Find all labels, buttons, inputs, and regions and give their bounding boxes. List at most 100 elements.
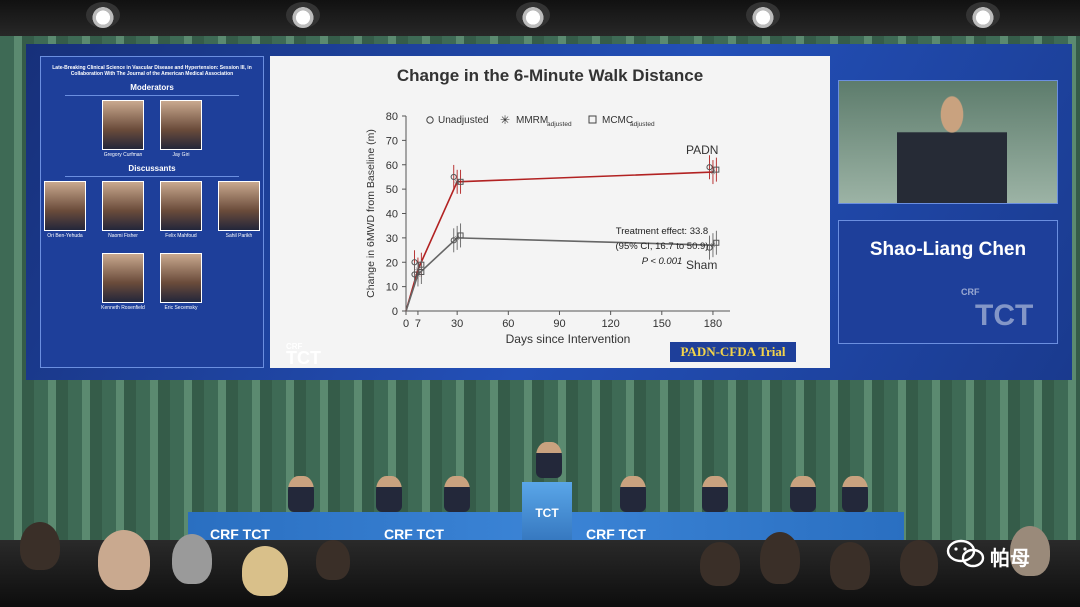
audience-head [700, 542, 740, 586]
person-name: Naomi Fisher [108, 233, 138, 239]
legend-subscript: adjusted [630, 121, 655, 128]
series-label-sham: Sham [686, 258, 717, 272]
y-tick-label: 40 [386, 209, 398, 221]
stage-banner-label: CRF TCT [586, 526, 646, 542]
data-point [713, 166, 720, 173]
y-tick-label: 10 [386, 282, 398, 294]
audience-head [1010, 526, 1050, 576]
series-label-padn: PADN [686, 143, 718, 157]
x-tick-label: 0 [403, 318, 409, 330]
audience [0, 522, 1080, 607]
x-axis-label: Days since Intervention [506, 332, 631, 346]
legend-subscript: adjusted [547, 121, 572, 128]
session-panel: Late-Breaking Clinical Science in Vascul… [40, 56, 264, 368]
data-point [450, 237, 457, 244]
x-tick-label: 150 [653, 318, 671, 330]
x-tick-label: 180 [704, 318, 722, 330]
data-point: ✳ [415, 270, 422, 279]
data-point [457, 178, 464, 185]
tct-logo: TCT [975, 299, 1034, 332]
panelist [790, 476, 816, 512]
portrait [102, 100, 144, 150]
crf-logo-small: CRF [961, 287, 980, 297]
legend-mcmc: MCMC [602, 115, 633, 126]
x-tick-label: 120 [601, 318, 619, 330]
discussant: Naomi Fisher [101, 181, 145, 239]
spotlight [86, 2, 120, 28]
portrait [44, 181, 86, 231]
y-axis-label: Change in 6MWD from Baseline (m) [365, 129, 377, 298]
x-tick-label: 7 [415, 318, 421, 330]
portrait [160, 253, 202, 303]
discussant: Kenneth Rosenfield [101, 253, 145, 311]
y-tick-label: 50 [386, 184, 398, 196]
legend-marker-mcmc [588, 115, 597, 124]
divider [65, 176, 239, 177]
panelist [288, 476, 314, 512]
watermark-text: 帕母 [990, 548, 1030, 570]
discussant: Felix Mahfoud [159, 181, 203, 239]
panelist [702, 476, 728, 512]
x-tick-label: 60 [502, 318, 514, 330]
person-name: Eric Secemsky [164, 305, 198, 311]
moderators-list: Gregory Curfman Jay Giri [41, 100, 263, 158]
audience-head [98, 530, 150, 590]
audience-head [830, 542, 870, 590]
person-name: Ori Ben-Yehuda [47, 233, 83, 239]
x-tick-label: 90 [553, 318, 565, 330]
data-point: ✳ [454, 178, 461, 187]
x-tick-label: 30 [451, 318, 463, 330]
treatment-effect-annotation: P < 0.001 [642, 256, 683, 267]
speaker-name: Shao-Liang Chen [869, 239, 1027, 260]
series-line-sham [405, 237, 713, 312]
speaker-video [838, 80, 1058, 204]
data-point [450, 173, 457, 181]
projection-screen: Late-Breaking Clinical Science in Vascul… [26, 44, 1072, 380]
spotlight [286, 2, 320, 28]
spotlight [966, 2, 1000, 28]
audience-head [900, 540, 938, 586]
discussant: Ori Ben-Yehuda [43, 181, 87, 239]
stage-banner-label: CRF TCT [210, 526, 270, 542]
person-name: Kenneth Rosenfield [101, 305, 145, 311]
legend-marker-mmrm: ✳ [500, 113, 510, 127]
crf-logo-small: CRF [286, 342, 303, 351]
tct-logo: TCT [286, 348, 321, 368]
data-point [418, 269, 425, 275]
data-point [713, 239, 720, 246]
data-point: ✳ [710, 168, 717, 177]
moderator: Gregory Curfman [101, 100, 145, 158]
spotlight [746, 2, 780, 28]
legend-unadjusted: Unadjusted [438, 115, 489, 126]
data-point: ✳ [454, 234, 461, 243]
person-name: Felix Mahfoud [165, 233, 197, 239]
y-tick-label: 20 [386, 257, 398, 269]
y-tick-label: 0 [392, 306, 398, 318]
person-name: Sahil Parikh [225, 233, 253, 239]
stage-banner-label: CRF TCT [384, 526, 444, 542]
data-point: ✳ [710, 241, 717, 250]
chart-slide: Change in the 6-Minute Walk Distance 0 10… [270, 56, 830, 368]
panelist [376, 476, 402, 512]
audience-head [760, 532, 800, 584]
portrait [160, 181, 202, 231]
portrait [160, 100, 202, 150]
treatment-effect-annotation: Treatment effect: 33.8 [616, 226, 708, 237]
speaker-figure [897, 95, 1007, 203]
audience-head [242, 546, 288, 596]
chat-bubbles-icon [946, 539, 985, 568]
y-tick-label: 80 [386, 111, 398, 123]
trial-label: PADN-CFDA Trial [670, 342, 796, 362]
session-title: Late-Breaking Clinical Science in Vascul… [52, 65, 252, 77]
discussant: Eric Secemsky [159, 253, 203, 311]
data-point [706, 244, 713, 251]
y-tick-label: 60 [386, 160, 398, 172]
audience-head [172, 534, 212, 584]
discussants-heading: Discussants [128, 164, 176, 173]
portrait [218, 181, 260, 231]
panelist [620, 476, 646, 512]
audience-head [316, 540, 350, 580]
panelist [444, 476, 470, 512]
divider [65, 95, 239, 96]
